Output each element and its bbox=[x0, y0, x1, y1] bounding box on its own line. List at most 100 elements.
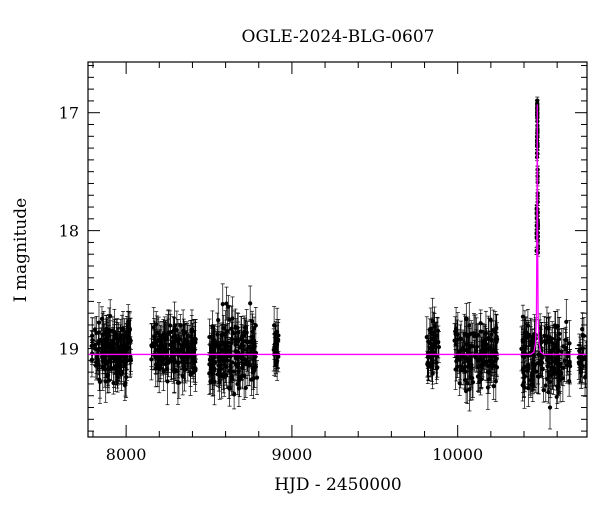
marker bbox=[493, 379, 498, 384]
marker bbox=[90, 338, 95, 343]
marker bbox=[227, 386, 232, 391]
marker bbox=[467, 323, 472, 328]
marker bbox=[193, 337, 198, 342]
data-point bbox=[428, 336, 433, 378]
marker bbox=[228, 354, 233, 359]
data-point bbox=[218, 350, 224, 381]
marker bbox=[490, 349, 495, 354]
data-point bbox=[465, 362, 470, 404]
data-point bbox=[224, 286, 229, 321]
marker bbox=[555, 384, 560, 389]
marker bbox=[215, 332, 220, 337]
data-point bbox=[125, 311, 131, 338]
data-point bbox=[485, 365, 491, 410]
data-point bbox=[544, 342, 550, 379]
marker bbox=[122, 333, 127, 338]
marker bbox=[122, 383, 127, 388]
marker bbox=[236, 330, 241, 335]
marker bbox=[551, 371, 556, 376]
data-point bbox=[467, 301, 472, 349]
marker bbox=[489, 332, 494, 337]
data-point bbox=[193, 319, 198, 360]
marker bbox=[536, 361, 542, 366]
data-point bbox=[127, 319, 132, 358]
data-point bbox=[542, 316, 547, 356]
data-point bbox=[122, 369, 127, 401]
data-point bbox=[220, 283, 225, 325]
data-point bbox=[115, 327, 120, 358]
marker bbox=[581, 333, 586, 338]
marker bbox=[582, 375, 587, 380]
data-point bbox=[228, 342, 233, 387]
marker bbox=[247, 344, 252, 350]
marker bbox=[181, 328, 186, 334]
marker bbox=[476, 364, 481, 369]
data-point bbox=[582, 358, 587, 397]
marker bbox=[273, 363, 278, 368]
data-point bbox=[486, 330, 491, 367]
marker bbox=[103, 337, 108, 343]
marker bbox=[542, 333, 547, 339]
data-point bbox=[564, 299, 569, 345]
marker bbox=[529, 377, 535, 382]
marker bbox=[547, 405, 553, 410]
marker bbox=[127, 336, 132, 341]
marker bbox=[224, 301, 229, 306]
data-point bbox=[97, 368, 102, 392]
data-point bbox=[458, 351, 463, 389]
marker bbox=[168, 329, 173, 335]
marker bbox=[248, 301, 253, 306]
marker bbox=[465, 380, 470, 386]
data-point bbox=[475, 360, 481, 392]
marker bbox=[189, 327, 195, 332]
data-point bbox=[244, 309, 249, 357]
marker bbox=[491, 384, 496, 389]
data-point bbox=[533, 350, 539, 393]
data-point bbox=[229, 321, 235, 356]
marker bbox=[178, 323, 183, 328]
marker bbox=[106, 378, 112, 383]
marker bbox=[463, 331, 468, 336]
marker bbox=[546, 325, 551, 330]
marker bbox=[430, 319, 435, 324]
data-point bbox=[188, 353, 193, 396]
data-point bbox=[209, 345, 214, 385]
marker bbox=[521, 385, 527, 390]
data-point bbox=[478, 313, 483, 334]
marker bbox=[429, 364, 434, 369]
marker bbox=[108, 314, 113, 319]
marker bbox=[578, 369, 583, 375]
data-point bbox=[470, 322, 475, 370]
data-point bbox=[536, 351, 542, 376]
marker bbox=[89, 343, 94, 349]
marker bbox=[580, 363, 585, 369]
marker bbox=[245, 339, 250, 345]
marker bbox=[216, 318, 221, 323]
marker bbox=[154, 362, 159, 367]
marker bbox=[118, 336, 123, 341]
data-point bbox=[452, 323, 457, 359]
data-point bbox=[96, 322, 102, 343]
marker bbox=[424, 335, 429, 340]
marker bbox=[220, 302, 225, 307]
marker bbox=[460, 345, 466, 351]
marker bbox=[550, 365, 555, 370]
marker bbox=[470, 375, 475, 381]
marker bbox=[243, 385, 248, 391]
data-point bbox=[215, 312, 220, 357]
marker bbox=[567, 378, 572, 384]
marker bbox=[149, 344, 154, 349]
marker bbox=[186, 350, 191, 355]
marker bbox=[227, 317, 232, 322]
marker bbox=[546, 390, 551, 395]
marker bbox=[436, 344, 442, 350]
marker bbox=[494, 356, 499, 361]
marker bbox=[462, 355, 467, 360]
marker bbox=[433, 344, 438, 349]
data-point bbox=[103, 328, 108, 352]
data-point bbox=[491, 372, 496, 400]
data-point bbox=[479, 369, 484, 390]
data-point bbox=[521, 377, 527, 398]
data-point bbox=[483, 310, 489, 356]
